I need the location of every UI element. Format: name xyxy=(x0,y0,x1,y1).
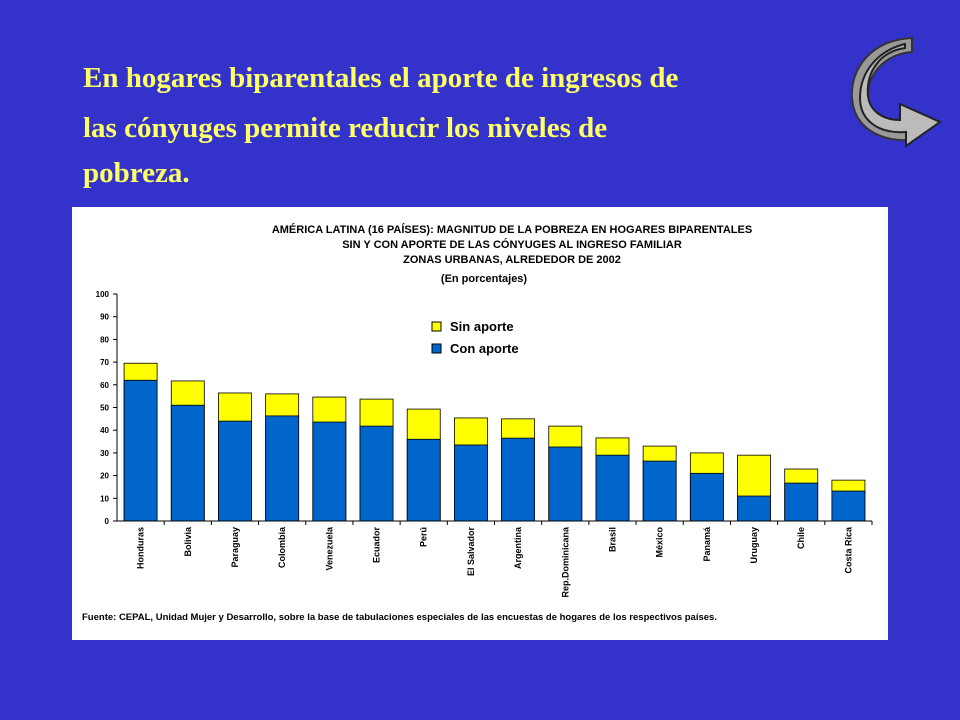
y-tick-label: 20 xyxy=(100,472,109,481)
x-tick-label: Bolivia xyxy=(183,526,193,557)
bar xyxy=(170,404,205,522)
heading-line: En hogares biparentales el aporte de ing… xyxy=(83,62,678,94)
x-tick-label: México xyxy=(655,527,665,558)
bar xyxy=(642,460,677,522)
x-tick-label: Honduras xyxy=(136,527,146,569)
x-tick-label: Uruguay xyxy=(749,527,759,564)
x-tick-label: Colombia xyxy=(277,526,287,568)
x-tick-label: Costa Rica xyxy=(843,526,853,574)
x-tick-label: El Salvador xyxy=(466,527,476,577)
x-tick-label: Venezuela xyxy=(324,526,334,571)
bar xyxy=(501,437,536,522)
bar xyxy=(453,444,488,522)
bar xyxy=(595,454,630,522)
x-tick-label: Chile xyxy=(796,527,806,549)
chart-subtitle: (En porcentajes) xyxy=(441,273,528,285)
y-tick-label: 80 xyxy=(100,335,109,344)
legend-swatch xyxy=(431,321,442,332)
source-note: Fuente: CEPAL, Unidad Mujer y Desarrollo… xyxy=(82,612,717,623)
y-tick-label: 10 xyxy=(100,494,109,503)
chart-title: AMÉRICA LATINA (16 PAÍSES): MAGNITUD DE … xyxy=(272,223,752,236)
bar xyxy=(831,490,866,522)
chart-title: SIN Y CON APORTE DE LAS CÓNYUGES AL INGR… xyxy=(342,238,682,251)
legend-label: Con aporte xyxy=(450,341,519,356)
x-tick-label: Panamá xyxy=(702,526,712,562)
y-tick-label: 30 xyxy=(100,449,109,458)
x-tick-label: Argentina xyxy=(513,526,523,569)
x-tick-label: Ecuador xyxy=(372,527,382,564)
x-tick-label: Brasil xyxy=(607,527,617,552)
chart-title: ZONAS URBANAS, ALREDEDOR DE 2002 xyxy=(403,254,621,266)
bar xyxy=(737,495,771,522)
arrow-icon xyxy=(850,36,943,148)
y-tick-label: 50 xyxy=(100,404,109,413)
heading-line: las cónyuges permite reducir los niveles… xyxy=(83,112,607,144)
y-tick-label: 70 xyxy=(100,358,109,367)
y-tick-label: 100 xyxy=(96,290,110,299)
legend-label: Sin aporte xyxy=(450,319,514,334)
bar xyxy=(312,421,347,522)
y-tick-label: 0 xyxy=(105,517,110,526)
bar xyxy=(548,446,583,522)
bar xyxy=(406,438,441,522)
bar xyxy=(359,425,394,522)
bar xyxy=(218,420,252,522)
bar xyxy=(689,472,724,522)
y-tick-label: 90 xyxy=(100,313,109,322)
y-tick-label: 60 xyxy=(100,381,109,390)
bar xyxy=(265,415,300,522)
legend-swatch xyxy=(431,343,442,354)
x-tick-label: Paraguay xyxy=(230,527,240,568)
bar xyxy=(784,482,819,522)
x-tick-label: Perú xyxy=(419,527,429,547)
y-tick-label: 40 xyxy=(100,426,109,435)
x-tick-label: Rep.Dominicana xyxy=(560,526,570,598)
heading-line: pobreza. xyxy=(83,157,190,189)
bar xyxy=(123,379,158,522)
